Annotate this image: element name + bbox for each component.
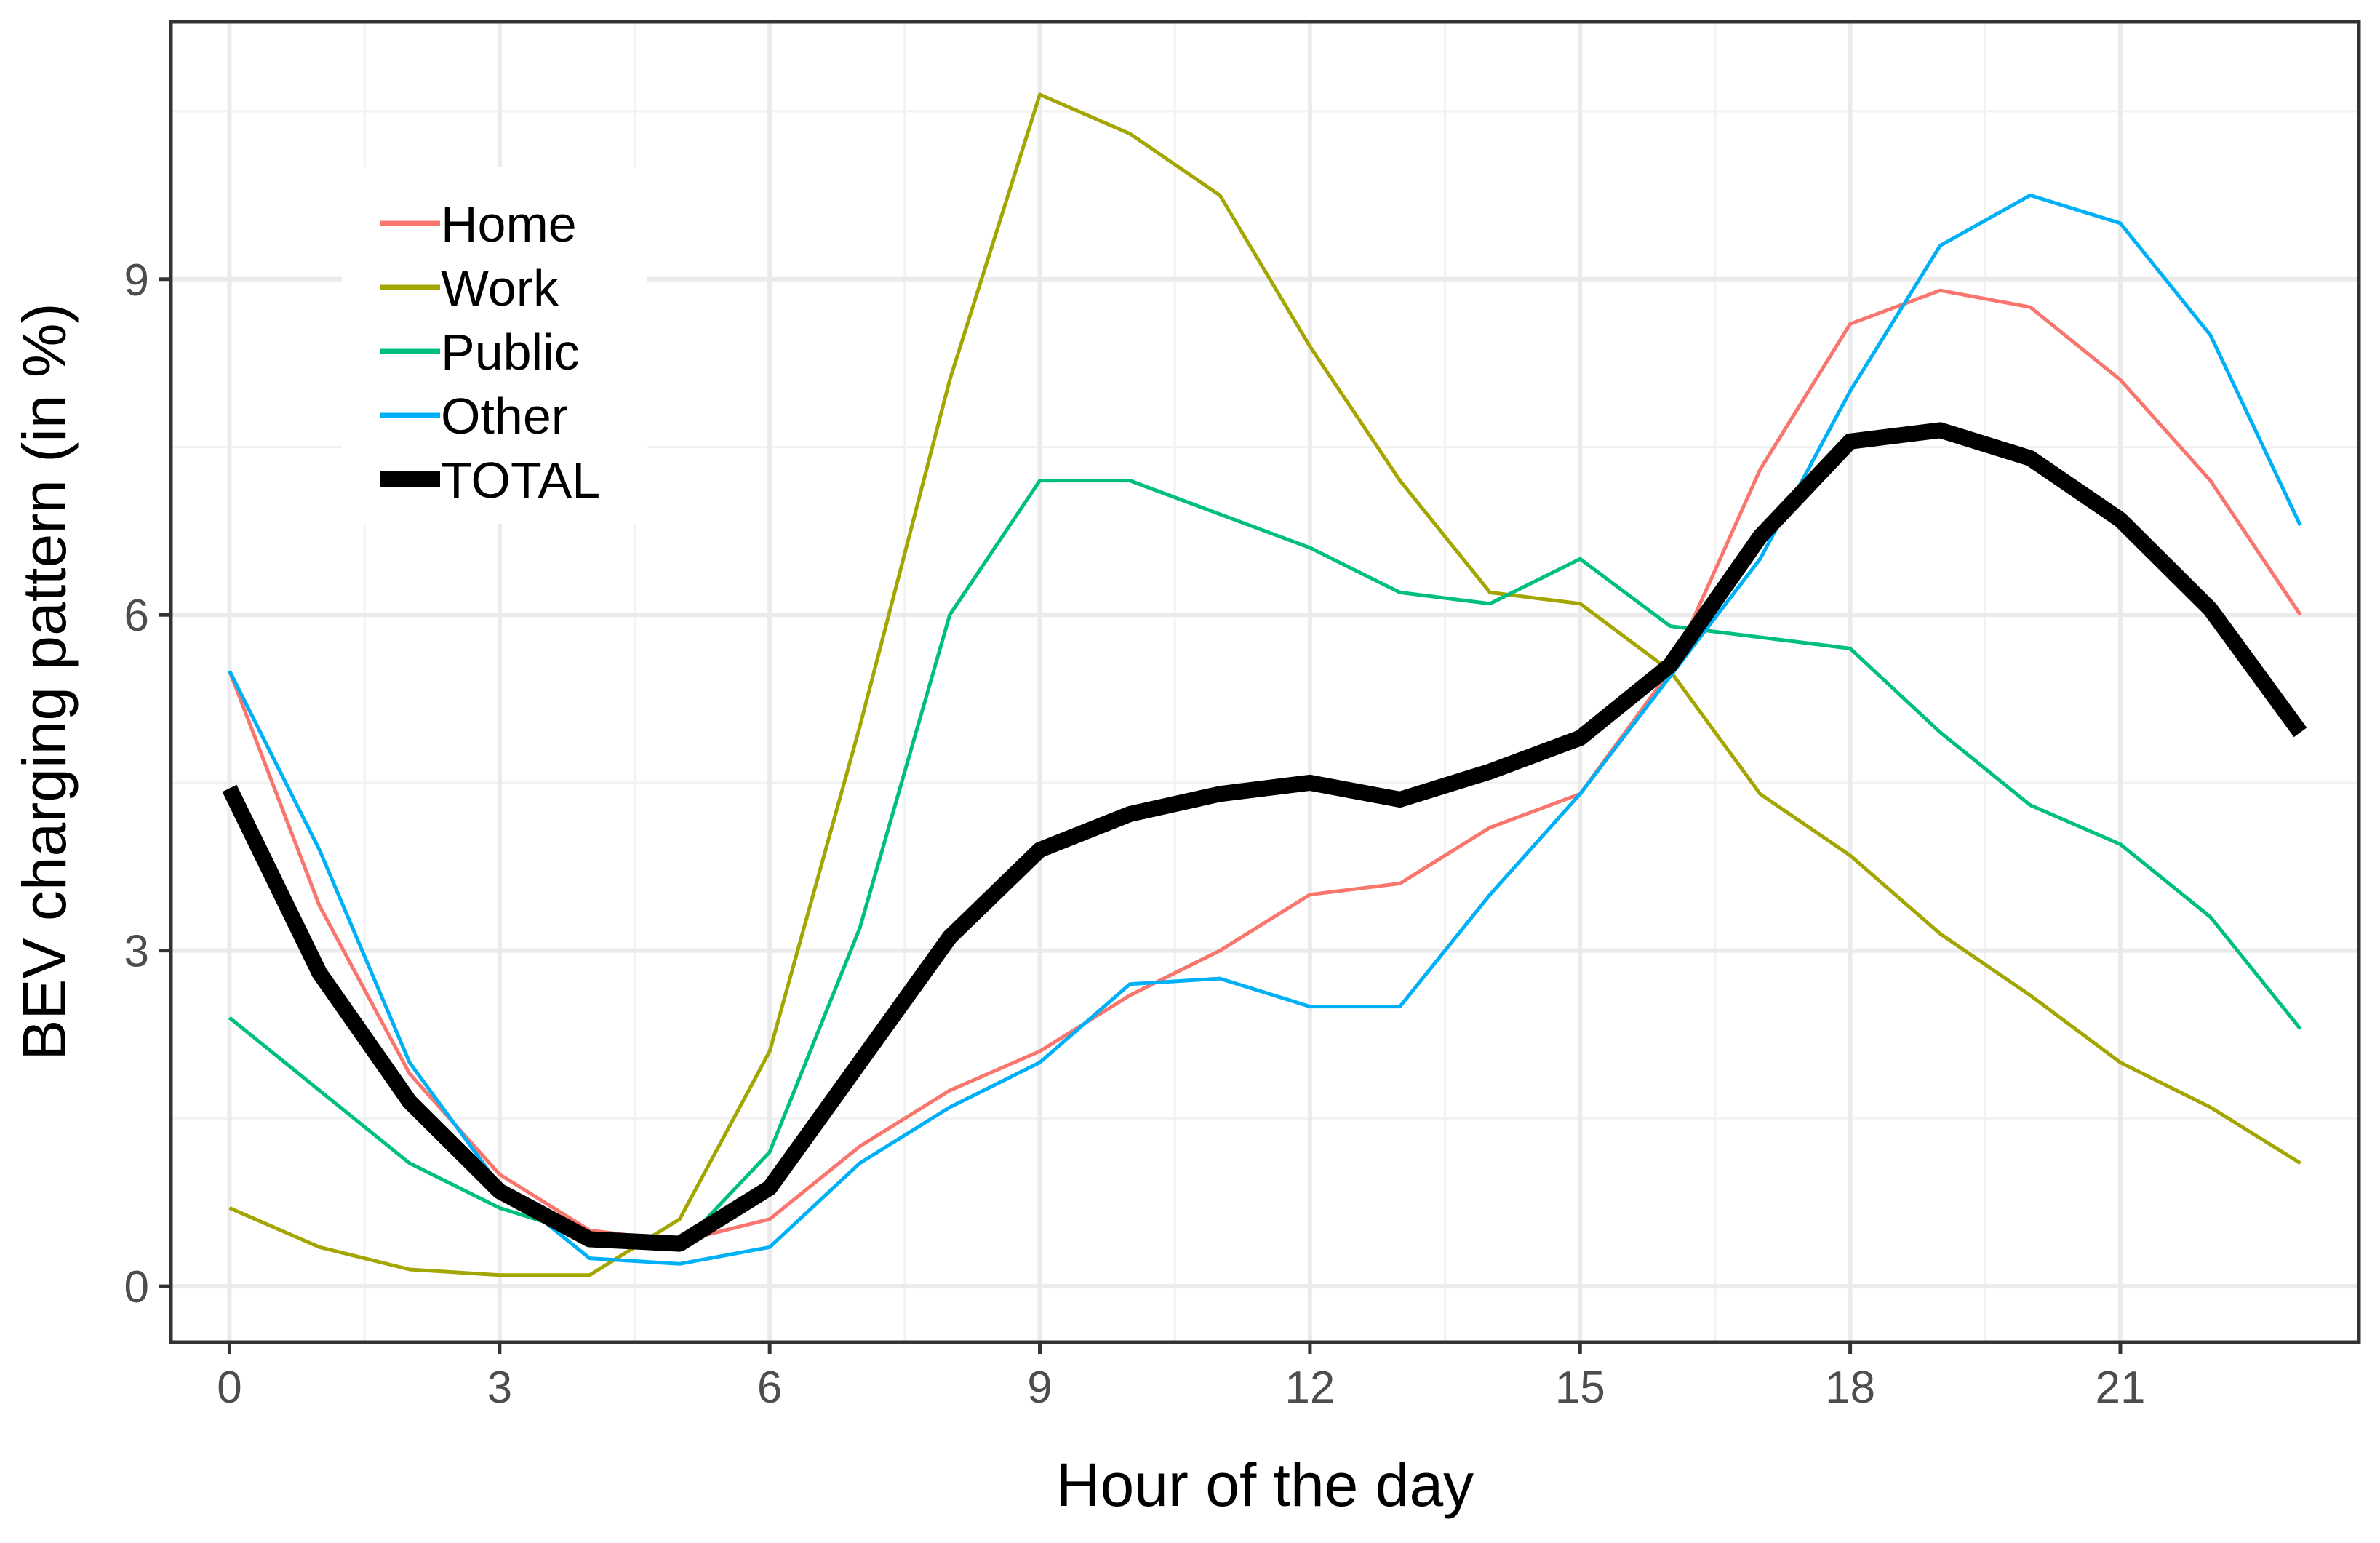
legend-label-public: Public — [441, 324, 580, 380]
y-axis: 0 3 6 9 — [124, 255, 171, 1312]
x-tick-label: 3 — [487, 1363, 512, 1413]
series-line-work — [228, 92, 2301, 1277]
legend-label-home: Home — [441, 196, 577, 252]
legend: Home Work Public Other TOTAL — [380, 196, 600, 509]
x-axis: 0 3 6 9 12 15 18 21 — [217, 1342, 2145, 1413]
series-line-home — [228, 288, 2302, 1244]
major-gridlines — [171, 22, 2359, 1342]
legend-label-total: TOTAL — [441, 452, 600, 509]
x-tick-label: 18 — [1825, 1363, 1875, 1413]
legend-background — [342, 167, 647, 524]
legend-label-work: Work — [441, 260, 559, 316]
legend-label-other: Other — [441, 388, 568, 444]
series-line-total — [222, 422, 2307, 1252]
x-tick-label: 0 — [217, 1363, 241, 1413]
y-axis-title: BEV charging pattern (in %) — [10, 303, 79, 1060]
x-tick-label: 12 — [1285, 1363, 1335, 1413]
x-tick-label: 21 — [2095, 1363, 2145, 1413]
y-tick-label: 6 — [124, 591, 149, 641]
x-tick-label: 9 — [1027, 1363, 1052, 1413]
plot-border — [169, 20, 2361, 1344]
x-tick-label: 6 — [757, 1363, 782, 1413]
x-axis-title: Hour of the day — [1056, 1451, 1474, 1519]
x-tick-label: 15 — [1555, 1363, 1605, 1413]
y-tick-label: 0 — [124, 1262, 149, 1312]
y-tick-label: 3 — [124, 927, 149, 977]
y-tick-label: 9 — [124, 255, 149, 306]
series-lines — [222, 92, 2307, 1277]
series-line-other — [228, 193, 2302, 1266]
